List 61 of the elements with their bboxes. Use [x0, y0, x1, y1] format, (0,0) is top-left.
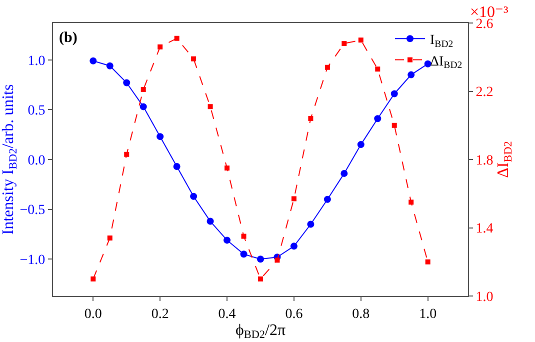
legend-label: I$_{BD2}$: [430, 33, 454, 50]
point: [408, 200, 414, 205]
point: [290, 242, 298, 250]
y2-tick-label: 1.0: [476, 290, 494, 305]
point: [156, 133, 164, 140]
y-tick-label: 0.5: [28, 104, 46, 119]
point: [257, 256, 264, 263]
point: [291, 196, 296, 202]
point: [241, 234, 246, 239]
point: [258, 276, 263, 282]
point: [392, 122, 397, 128]
point: [224, 236, 231, 244]
point: [90, 57, 97, 64]
y-tick-label: −1.0: [20, 253, 46, 268]
point: [191, 56, 196, 62]
point: [274, 258, 280, 263]
point: [140, 103, 147, 110]
x-tick-label: 0.0: [84, 306, 102, 322]
point: [307, 220, 314, 228]
y-tick-label: 0.0: [28, 153, 46, 168]
point: [324, 196, 331, 203]
point: [357, 141, 364, 148]
point: [124, 152, 130, 157]
point: [358, 38, 364, 43]
point: [90, 276, 96, 282]
y2-tick-label: 2.2: [476, 85, 494, 100]
point: [425, 259, 430, 264]
point: [324, 64, 330, 70]
x-tick-label: 0.6: [285, 306, 303, 322]
point: [174, 36, 180, 41]
point: [340, 170, 348, 177]
point: [173, 162, 180, 170]
annotation: (b): [59, 30, 78, 46]
point: [158, 44, 163, 50]
x-tick-label: 0.4: [218, 306, 236, 322]
point: [106, 62, 114, 70]
y2-tick-label: 2.6: [476, 16, 494, 32]
x-tick-label: 0.2: [151, 306, 169, 322]
point: [107, 235, 112, 240]
x-axis-title: ϕ$_{BD2}$/2π: [235, 322, 286, 342]
point: [240, 250, 248, 258]
point: [375, 66, 380, 72]
x-tick-label: 1.0: [419, 306, 437, 322]
legend-label: ΔI$_{BD2}$: [430, 54, 462, 72]
point: [308, 116, 314, 122]
point: [190, 192, 198, 200]
y-tick-label: 1.0: [28, 54, 46, 69]
point: [123, 79, 130, 86]
y2-tick-label: 1.4: [476, 222, 494, 237]
point: [342, 40, 347, 46]
point: [390, 90, 398, 98]
point: [224, 166, 230, 171]
x-tick-label: 0.8: [352, 306, 370, 322]
point: [374, 115, 382, 122]
point: [206, 218, 214, 225]
point: [140, 87, 146, 92]
y-tick-label: −0.5: [20, 203, 46, 218]
point: [408, 71, 415, 78]
point: [424, 60, 432, 68]
point: [208, 104, 213, 110]
y2-tick-label: 1.8: [476, 153, 494, 168]
